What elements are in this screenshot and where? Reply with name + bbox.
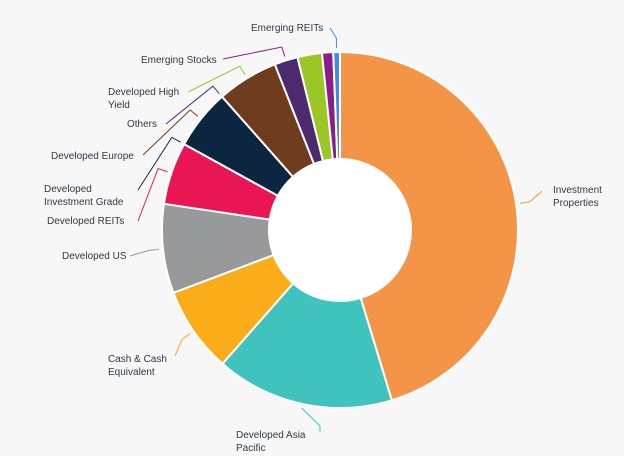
label-developed-europe: Developed Europe [51, 151, 134, 162]
leader-line-cash-equivalent [174, 333, 191, 357]
chart-slices [161, 50, 519, 409]
leader-line-developed-europe [142, 109, 199, 156]
label-investment-properties: Investment Properties [553, 185, 602, 209]
leader-line-emerging-stocks [222, 46, 286, 60]
chart-labels: Investment Properties Developed Asia Pacifi… [44, 23, 602, 454]
label-developed-reits: Developed REITs [47, 216, 124, 227]
label-developed-asia-pacific: Developed Asia Pacific [236, 430, 306, 454]
label-emerging-stocks: Emerging Stocks [141, 55, 217, 66]
leader-line-developed-us [129, 248, 160, 257]
label-developed-us: Developed US [62, 251, 127, 262]
label-emerging-reits: Emerging REITs [251, 23, 323, 34]
leader-line-developed-high-yield [187, 65, 246, 93]
label-developed-high-yield: Developed High Yield [108, 87, 179, 111]
leader-line-emerging-reits [329, 27, 338, 49]
leader-line-developed-asia-pacific [301, 407, 321, 432]
leader-line-others [165, 85, 220, 125]
leader-line-investment-properties [519, 190, 543, 204]
chart-leader-lines [129, 27, 543, 432]
leader-line-developed-investment-grade [137, 136, 181, 191]
leader-line-developed-reits [137, 167, 168, 222]
label-others: Others [127, 119, 157, 130]
label-developed-investment-grade: Developed Investment Grade [44, 184, 124, 208]
donut-hole [269, 159, 411, 301]
label-cash-equivalent: Cash & Cash Equivalent [108, 354, 167, 378]
